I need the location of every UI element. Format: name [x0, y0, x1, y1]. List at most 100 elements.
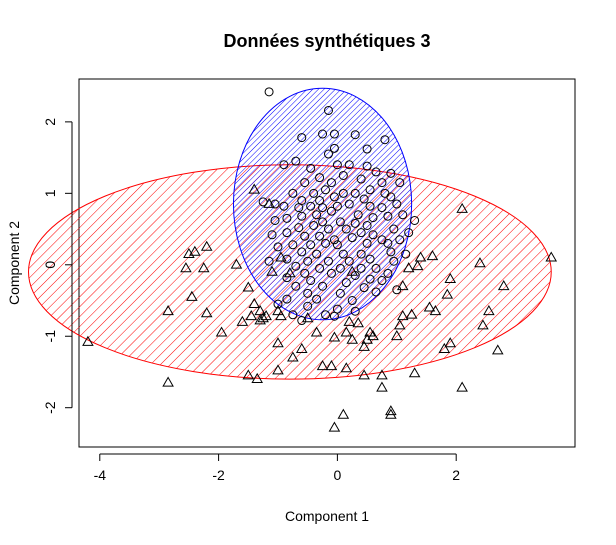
data-point-circle [371, 263, 381, 273]
data-point-triangle [236, 315, 249, 326]
data-point-circle [315, 263, 325, 273]
data-point-triangle [197, 262, 210, 273]
data-point-circle [383, 211, 393, 221]
data-point-circle [344, 256, 354, 266]
data-point-circle [288, 188, 298, 198]
data-point-triangle [361, 333, 373, 344]
data-point-circle [386, 247, 396, 257]
data-point-triangle [393, 319, 406, 330]
data-point-circle [341, 278, 351, 288]
data-point-circle [356, 263, 366, 273]
data-point-circle [297, 247, 307, 257]
data-point-circle [303, 301, 313, 311]
data-point-triangle [405, 308, 418, 319]
data-point-triangle [189, 245, 201, 256]
data-point-circle [326, 268, 336, 278]
data-point-triangle [346, 265, 359, 276]
data-point-circle [329, 235, 339, 245]
data-point-circle [359, 283, 369, 293]
data-point-triangle [275, 251, 287, 262]
data-point-circle [315, 173, 325, 183]
data-point-circle [297, 133, 307, 143]
x-tick-label: -4 [94, 467, 107, 483]
data-point-triangle [483, 305, 495, 316]
y-tick-label: -2 [42, 401, 58, 414]
data-point-triangle [200, 307, 213, 318]
data-point-circle [368, 230, 378, 240]
data-point-circle [300, 268, 310, 278]
data-point-triangle [411, 260, 424, 271]
data-point-circle [410, 215, 420, 225]
data-point-circle [303, 256, 313, 266]
data-point-circle [347, 233, 357, 243]
data-point-circle [389, 224, 399, 234]
data-point-triangle [245, 310, 258, 321]
data-point-triangle [272, 337, 284, 348]
data-point-triangle [346, 333, 359, 344]
data-point-triangle [183, 247, 195, 258]
data-point-circle [356, 228, 366, 238]
data-point-triangle [260, 310, 272, 321]
data-point-circle [353, 210, 363, 220]
data-point-circle [309, 188, 319, 198]
data-point-circle [306, 163, 316, 173]
data-point-triangle [284, 267, 296, 278]
data-point-circle [273, 299, 283, 309]
data-point-circle [329, 192, 339, 202]
data-point-circle [356, 174, 366, 184]
data-point-triangle [328, 421, 341, 432]
data-point-circle [329, 311, 339, 321]
data-point-circle [318, 203, 328, 213]
x-tick-label: -2 [212, 467, 225, 483]
data-point-triangle [423, 301, 436, 312]
data-point-triangle [251, 372, 264, 383]
data-point-circle [401, 249, 411, 259]
data-point-triangle [295, 342, 308, 353]
data-point-circle [297, 316, 307, 326]
data-point-circle [359, 194, 369, 204]
data-point-triangle [426, 250, 439, 261]
chart-title: Données synthétiques 3 [223, 31, 430, 51]
data-point-triangle [429, 305, 442, 316]
data-point-triangle [215, 326, 228, 337]
data-point-circle [365, 201, 375, 211]
data-point-circle [273, 242, 283, 252]
data-point-triangle [162, 376, 174, 387]
data-point-triangle [444, 337, 457, 348]
data-point-circle [332, 201, 342, 211]
y-tick-label: 0 [42, 261, 58, 269]
data-point-circle [350, 306, 360, 316]
data-point-circle [365, 185, 375, 195]
data-point-triangle [180, 262, 192, 273]
data-point-triangle [376, 369, 388, 380]
data-point-circle [318, 129, 328, 139]
data-point-circle [323, 149, 333, 159]
data-point-circle [377, 178, 387, 188]
data-point-circle [338, 249, 348, 259]
data-point-triangle [242, 369, 255, 380]
data-point-circle [350, 218, 360, 228]
data-point-circle [282, 228, 292, 238]
data-point-triangle [390, 330, 403, 341]
data-point-circle [323, 224, 333, 234]
data-point-triangle [396, 280, 409, 291]
data-point-circle [288, 310, 298, 320]
data-point-circle [377, 276, 387, 286]
data-point-circle [300, 231, 310, 241]
data-point-circle [306, 276, 316, 286]
data-point-triangle [242, 281, 255, 292]
data-point-circle [398, 210, 408, 220]
data-points [82, 87, 558, 432]
data-point-triangle [402, 262, 415, 273]
data-point-circle [332, 240, 342, 250]
data-point-circle [279, 160, 289, 170]
data-point-circle [323, 256, 333, 266]
data-point-circle [306, 201, 316, 211]
data-point-triangle [414, 251, 427, 262]
data-point-circle [291, 281, 301, 291]
data-point-circle [312, 249, 322, 259]
data-point-circle [365, 254, 375, 264]
data-point-triangle [367, 330, 379, 341]
data-point-triangle [376, 381, 388, 392]
data-point-circle [329, 143, 339, 153]
